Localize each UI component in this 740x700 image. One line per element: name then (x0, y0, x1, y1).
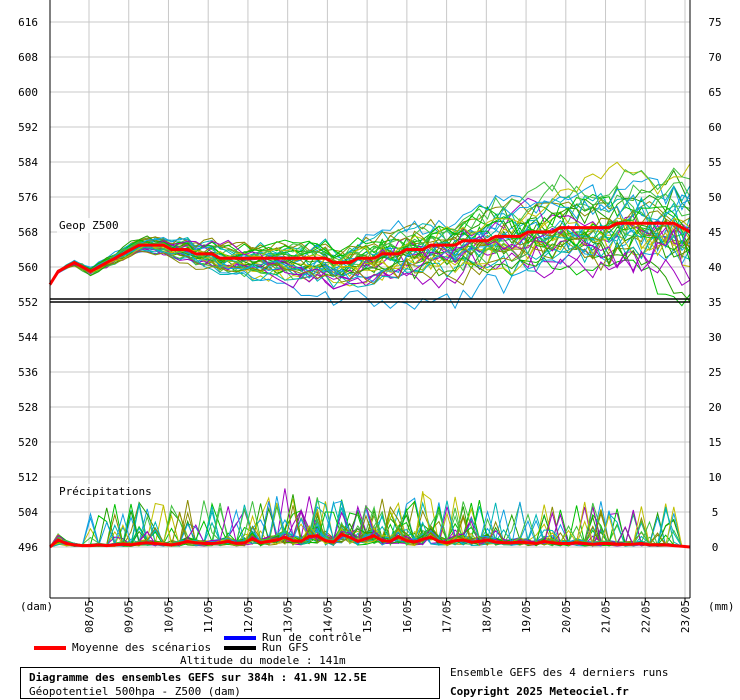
mean-swatch (34, 645, 66, 650)
legend-control-label: Run de contrôle (262, 631, 362, 644)
chart-axes: 08/05 09/05 10/05 11/05 12/05 13/05 14/05 15/05… (18, 0, 722, 633)
precipitation-label: Précipitations (59, 485, 152, 498)
x-tick-label: 19/05 (520, 600, 533, 633)
x-tick-label: 11/05 (202, 600, 215, 633)
y-left-tick-label: 576 (18, 191, 38, 204)
ensemble-geop-line (49, 224, 691, 286)
x-tick-label: 23/05 (679, 600, 692, 633)
ensemble-geop-line (49, 215, 691, 289)
right-unit-label: (mm) (708, 600, 735, 613)
legend-mean: Moyenne des scénarios (34, 641, 211, 654)
legend-gfs-label: Run GFS (262, 641, 309, 654)
y-left-tick-label: 584 (18, 156, 38, 169)
altitude-label: Altitude du modele : 141m (180, 654, 346, 667)
control-swatch (224, 635, 256, 640)
y-right-tick-label: 35 (708, 296, 721, 309)
y-right-tick-label: 30 (708, 331, 721, 344)
gfs-swatch (224, 645, 256, 650)
y-left-tick-label: 600 (18, 86, 38, 99)
y-right-tick-label: 20 (708, 401, 721, 414)
mean-lines (48, 221, 691, 549)
y-right-tick-label: 45 (708, 226, 721, 239)
geop-mean-line (48, 221, 691, 286)
y-left-tick-label: 536 (18, 366, 38, 379)
y-right-tick-label: 60 (708, 121, 721, 134)
y-right-tick-label: 50 (708, 191, 721, 204)
info-right-top: Ensemble GEFS des 4 derniers runs (450, 666, 669, 679)
y-left-tick-label: 528 (18, 401, 38, 414)
x-tick-label: 21/05 (600, 600, 613, 633)
ensemble-geop-line (49, 161, 691, 286)
y-left-tick-label: 568 (18, 226, 38, 239)
x-tick-label: 22/05 (639, 600, 652, 633)
y-left-tick-label: 616 (18, 16, 38, 29)
x-tick-label: 08/05 (83, 600, 96, 633)
info-subtitle: Géopotentiel 500hpa - Z500 (dam) (29, 685, 241, 698)
y-left-tick-label: 496 (18, 541, 38, 554)
y-right-tick-label: 40 (708, 261, 721, 274)
ensemble-geop-line (49, 217, 691, 286)
x-tick-label: 12/05 (242, 600, 255, 633)
x-tick-label: 17/05 (441, 600, 454, 633)
copyright: Copyright 2025 Meteociel.fr (450, 685, 629, 698)
ensemble-geop-line (49, 184, 691, 285)
y-right-tick-label: 5 (712, 506, 719, 519)
info-box: Diagramme des ensembles GEFS sur 384h : … (20, 667, 440, 699)
x-tick-label: 18/05 (480, 600, 493, 633)
y-left-tick-label: 608 (18, 51, 38, 64)
x-tick-label: 10/05 (162, 600, 175, 633)
legend-control: Run de contrôle (224, 631, 361, 644)
left-unit-label: (dam) (20, 600, 53, 613)
y-right-tick-label: 70 (708, 51, 721, 64)
y-right-tick-label: 65 (708, 86, 721, 99)
ensemble-geop-line (49, 232, 691, 303)
y-right-tick-label: 55 (708, 156, 721, 169)
y-left-tick-label: 592 (18, 121, 38, 134)
y-right-tick-label: 15 (708, 436, 721, 449)
legend-gfs: Run GFS (224, 641, 308, 654)
y-left-tick-label: 544 (18, 331, 38, 344)
y-left-tick-label: 504 (18, 506, 38, 519)
label-backdrop (57, 218, 121, 233)
y-left-tick-label: 560 (18, 261, 38, 274)
ensemble-geop-line (49, 210, 691, 286)
y-right-tick-label: 10 (708, 471, 721, 484)
y-right-tick-label: 25 (708, 366, 721, 379)
altitude-note: Altitude du modele : 141m (180, 654, 346, 667)
legend-mean-label: Moyenne des scénarios (72, 641, 212, 654)
x-tick-label: 20/05 (560, 600, 573, 633)
info-title: Diagramme des ensembles GEFS sur 384h : … (29, 671, 367, 684)
y-right-tick-label: 0 (712, 541, 719, 554)
x-tick-label: 09/05 (123, 600, 136, 633)
x-tick-label: 13/05 (282, 600, 295, 633)
y-left-tick-label: 520 (18, 436, 38, 449)
x-tick-label: 16/05 (401, 600, 414, 633)
x-tick-label: 14/05 (321, 600, 334, 633)
y-right-tick-label: 75 (708, 16, 721, 29)
ensemble-geop-line (49, 177, 691, 285)
precip-mean-line (49, 532, 691, 549)
y-left-tick-label: 552 (18, 296, 38, 309)
y-left-tick-label: 512 (18, 471, 38, 484)
x-tick-label: 15/05 (361, 600, 374, 633)
label-backdrop (57, 484, 154, 499)
geop-z500-label: Geop Z500 (59, 219, 119, 232)
